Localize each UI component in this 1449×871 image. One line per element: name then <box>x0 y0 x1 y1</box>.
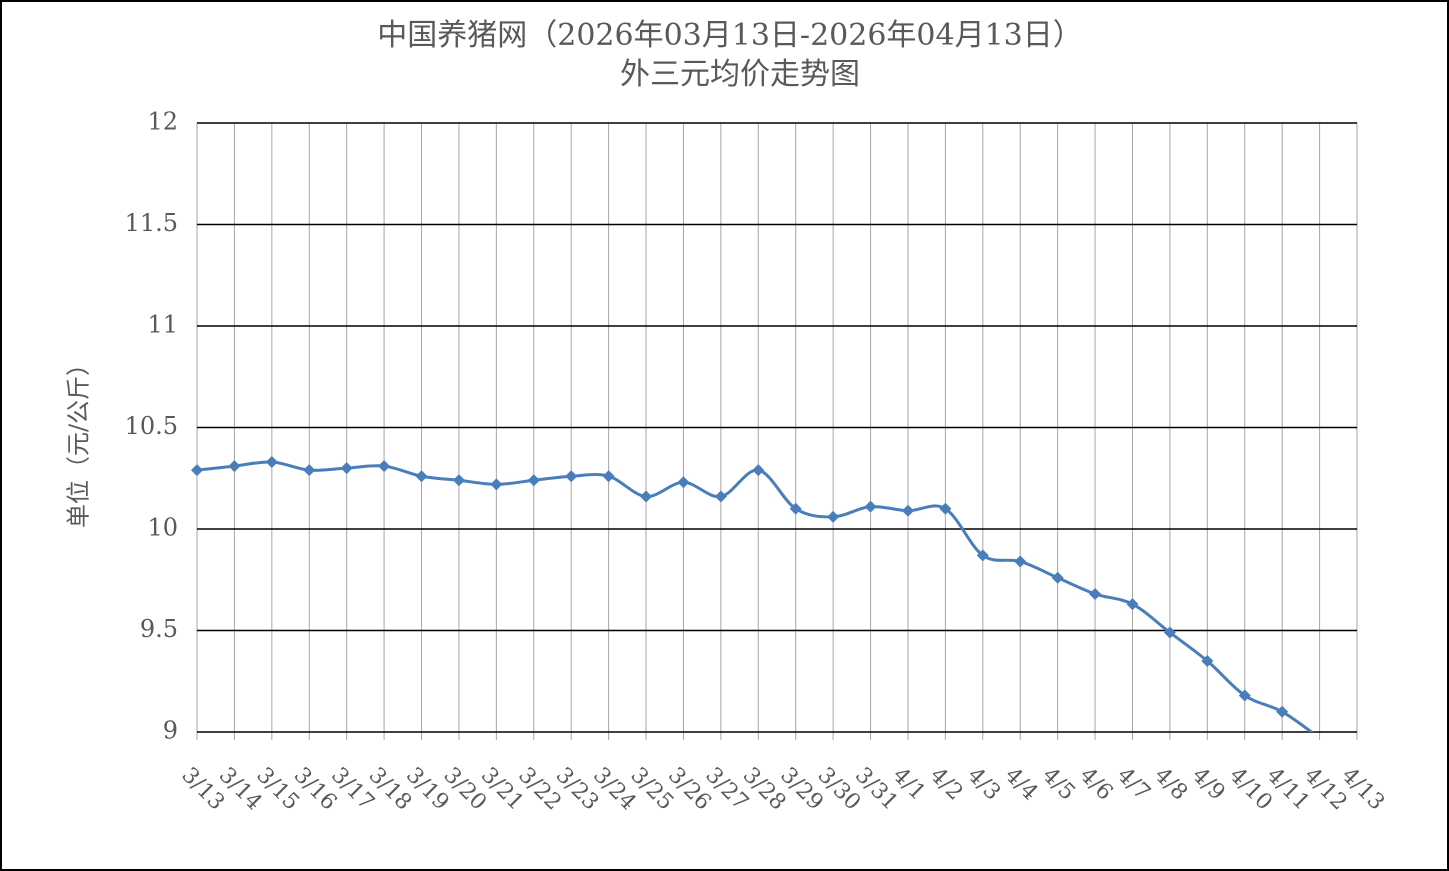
marker <box>640 490 653 503</box>
series <box>191 456 1314 732</box>
marker <box>714 490 727 503</box>
marker <box>1276 705 1289 718</box>
marker <box>228 460 241 473</box>
marker <box>415 470 428 483</box>
marker <box>527 474 540 487</box>
marker <box>976 549 989 562</box>
chart-subtitle: 外三元均价走势图 <box>620 57 860 92</box>
marker <box>677 476 690 489</box>
marker <box>789 502 802 515</box>
marker <box>827 510 840 523</box>
marker <box>1089 587 1102 600</box>
marker <box>378 460 391 473</box>
marker <box>939 502 952 515</box>
marker <box>1163 626 1176 639</box>
marker <box>752 464 765 477</box>
marker <box>340 462 353 475</box>
marker <box>265 456 278 469</box>
marker <box>191 464 203 477</box>
marker <box>565 470 578 483</box>
chart-title: 中国养猪网（2026年03月13日-2026年04月13日） <box>377 18 1083 53</box>
y-tick-label: 11 <box>147 311 178 339</box>
y-axis-label: 单位（元/公斤） <box>65 352 93 528</box>
marker <box>1126 598 1139 611</box>
marker <box>303 464 316 477</box>
marker <box>1014 555 1027 568</box>
y-tick-label: 12 <box>147 108 178 136</box>
y-tick-label: 9 <box>163 717 178 745</box>
marker <box>1051 571 1064 584</box>
marker <box>602 470 615 483</box>
y-tick-label: 10.5 <box>125 412 178 440</box>
y-tick-label: 10 <box>147 514 178 542</box>
y-tick-label: 11.5 <box>125 209 178 237</box>
marker <box>490 478 503 491</box>
y-tick-label: 9.5 <box>140 615 178 643</box>
marker <box>901 504 914 517</box>
marker <box>1201 654 1214 667</box>
marker <box>452 474 465 487</box>
marker <box>864 500 877 513</box>
marker <box>1238 689 1251 702</box>
